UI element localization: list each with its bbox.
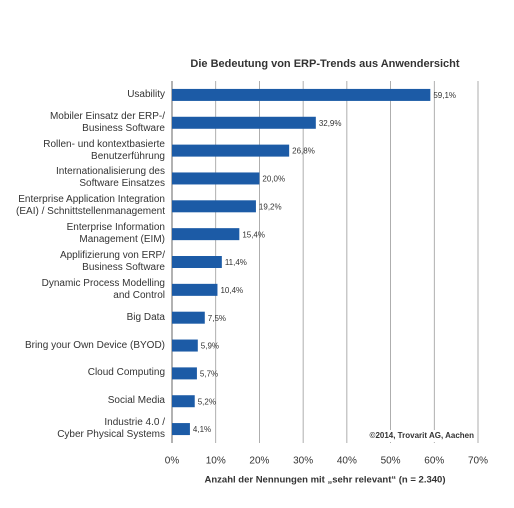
category-label: Bring your Own Device (BYOD) (24, 339, 165, 351)
bar (172, 172, 260, 185)
x-tick-label: 60% (424, 456, 444, 467)
value-label: 20,0% (262, 175, 285, 184)
value-label: 59,1% (433, 91, 456, 100)
value-label: 5,9% (201, 342, 219, 351)
x-tick-label: 40% (337, 456, 357, 467)
bar (172, 116, 316, 129)
category-label: Social Media (107, 395, 165, 407)
bar (172, 88, 431, 101)
x-tick-label: 0% (165, 456, 180, 467)
chart-title: Die Bedeutung von ERP-Trends aus Anwende… (190, 58, 459, 70)
category-label: Dynamic Process Modelling and Control (41, 277, 165, 301)
value-label: 32,9% (319, 119, 342, 128)
x-tick-label: 20% (249, 456, 269, 467)
category-label: Internationalisierung des Software Einsa… (56, 166, 165, 190)
category-label: Big Data (126, 311, 165, 323)
x-tick-label: 10% (206, 456, 226, 467)
bar (172, 311, 205, 324)
x-tick-label: 70% (468, 456, 488, 467)
bar (172, 339, 198, 352)
bar (172, 423, 190, 436)
value-label: 19,2% (259, 202, 282, 211)
bar (172, 395, 195, 408)
category-label: Mobiler Einsatz der ERP-/ Business Softw… (49, 110, 165, 134)
annotation-box (356, 430, 476, 442)
value-label: 10,4% (220, 286, 243, 295)
value-label: 7,5% (208, 314, 226, 323)
x-tick-label: 50% (381, 456, 401, 467)
category-label: Industrie 4.0 / Cyber Physical Systems (57, 417, 165, 441)
category-label: Enterprise Application Integration (EAI)… (16, 194, 165, 218)
category-label: Cloud Computing (87, 367, 165, 379)
category-label: Enterprise Information Management (EIM) (66, 222, 165, 246)
bar (172, 256, 222, 268)
category-label: Usability (127, 88, 165, 100)
bar (172, 228, 240, 241)
value-label: 4,1% (193, 425, 211, 434)
value-label: 15,4% (242, 230, 265, 239)
annotation: ©2014, Trovarit AG, Aachen (370, 431, 475, 440)
value-label: 5,7% (200, 369, 218, 378)
value-label: 26,8% (292, 147, 315, 156)
x-tick-label: 30% (293, 456, 313, 467)
bar (172, 200, 256, 213)
bar (172, 367, 197, 380)
category-label: Rollen- und kontextbasierte Benutzerführ… (43, 138, 165, 162)
value-label: 11,4% (225, 258, 247, 267)
bar (172, 283, 218, 296)
value-label: 5,2% (198, 397, 216, 406)
x-axis-label: Anzahl der Nennungen mit „sehr relevant“… (205, 475, 446, 486)
category-label: Applifizierung von ERP/ Business Softwar… (59, 250, 165, 273)
bar (172, 144, 290, 157)
